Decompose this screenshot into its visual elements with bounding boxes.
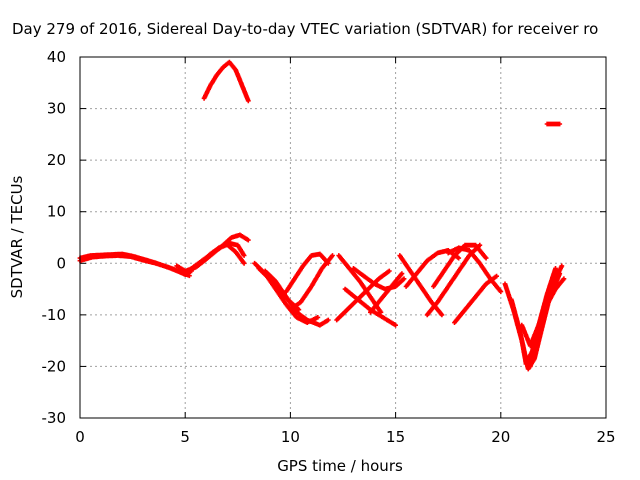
x-tick-label: 15 [386, 428, 405, 446]
chart-title: Day 279 of 2016, Sidereal Day-to-day VTE… [12, 20, 598, 38]
data-point-markers [288, 253, 335, 313]
series-track-rise-c [199, 242, 247, 266]
data-point-markers [201, 59, 251, 104]
y-tick-label: -30 [42, 409, 67, 427]
x-tick-label: 10 [281, 428, 300, 446]
data-points [77, 59, 567, 372]
data-point-markers [544, 121, 563, 127]
series-track-mid-g [403, 248, 462, 289]
y-axis-label: SDTVAR / TECUs [8, 175, 26, 298]
axis-ticks: 0 5 10 15 20 25 -30 -20 -10 0 10 20 30 40 [42, 48, 616, 446]
series-track-mid-f [397, 253, 445, 318]
y-tick-label: 10 [47, 203, 66, 221]
data-point-markers [519, 276, 567, 349]
data-point-markers [403, 248, 462, 289]
x-tick-label: 20 [491, 428, 510, 446]
data-point-markers [368, 271, 405, 315]
series-track-v-b [288, 253, 335, 313]
data-point-markers [199, 242, 247, 266]
series-track-high-arc [201, 59, 251, 104]
data-point-markers [502, 266, 558, 367]
data-point-markers [445, 245, 504, 295]
y-tick-label: 30 [47, 100, 66, 118]
x-tick-label: 25 [596, 428, 615, 446]
x-tick-label: 0 [75, 428, 85, 446]
series-track-mid-k [445, 245, 504, 295]
plot-frame [79, 56, 607, 419]
grid [80, 57, 606, 418]
data-point-markers [283, 251, 331, 295]
y-tick-label: 20 [47, 151, 66, 169]
series-track-late-cluster [544, 121, 563, 127]
y-tick-label: -20 [42, 357, 67, 375]
data-point-markers [424, 242, 483, 318]
series-track-dip-a [502, 266, 558, 367]
x-axis-label: GPS time / hours [277, 457, 403, 475]
y-tick-label: 0 [56, 254, 66, 272]
series-track-v-a [283, 251, 331, 295]
x-tick-label: 5 [180, 428, 190, 446]
series-track-dip-d [519, 276, 567, 349]
data-point-markers [397, 253, 445, 318]
series-track-mid-e [368, 271, 405, 315]
y-tick-label: 40 [47, 48, 66, 66]
series-track-mid-h [424, 242, 483, 318]
y-tick-label: -10 [42, 306, 67, 324]
